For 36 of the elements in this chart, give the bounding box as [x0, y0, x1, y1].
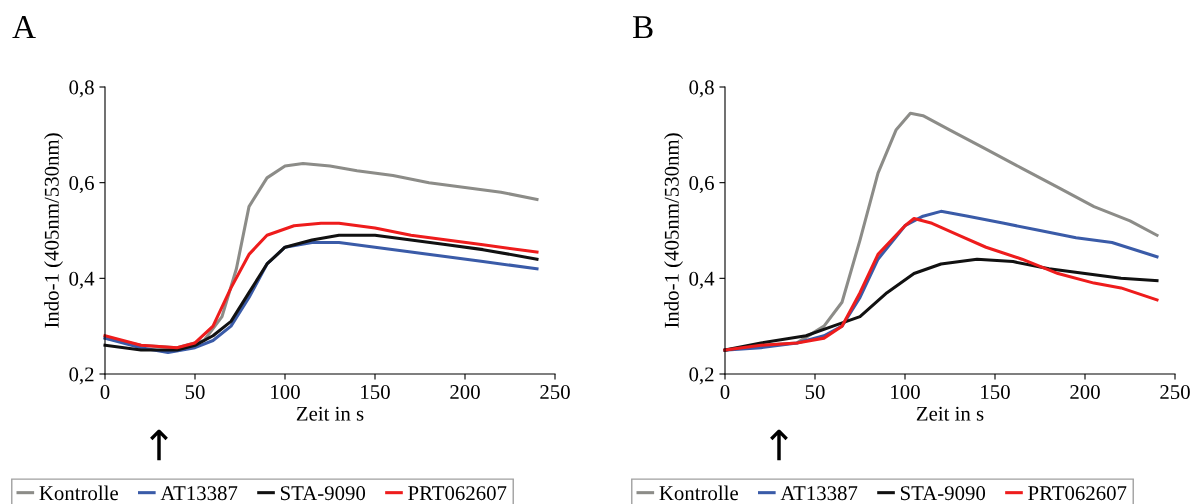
y-tick-label: 0,8: [69, 80, 94, 98]
y-tick-label: 0,4: [689, 271, 715, 289]
legend-label: AT13387: [160, 486, 238, 501]
legend-label: PRT062607: [1028, 486, 1127, 501]
x-tick-label: 250: [540, 385, 570, 400]
y-tick-label: 0,6: [689, 176, 714, 194]
x-axis-title: Zeit in s: [296, 406, 364, 421]
y-tick-label: 0,2: [69, 367, 94, 385]
x-tick-label: 150: [361, 385, 390, 400]
y-axis-title: Indo-1 (405nm/530nm): [44, 133, 63, 328]
y-tick-label: 0,4: [69, 271, 95, 289]
x-tick-label: 100: [271, 385, 300, 400]
legend-label: PRT062607: [408, 486, 507, 501]
x-tick-label: 150: [981, 385, 1010, 400]
legend-label: Kontrolle: [659, 485, 738, 501]
y-axis-title: Indo-1 (405nm/530nm): [664, 133, 683, 328]
x-tick-label: 200: [450, 385, 480, 400]
text: ↑: [770, 429, 788, 461]
legend-label: AT13387: [780, 486, 858, 501]
x-tick-label: 0: [100, 385, 110, 400]
x-tick-label: 0: [720, 385, 730, 400]
x-axis-title: Zeit in s: [916, 406, 984, 421]
x-tick-label: 50: [805, 385, 825, 400]
legend-label: STA-9090: [900, 486, 986, 501]
x-tick-label: 200: [1070, 385, 1100, 400]
y-tick-label: 0,8: [689, 80, 714, 98]
legend-label: STA-9090: [280, 486, 366, 501]
text: ↑: [150, 429, 168, 461]
chart-title: B: [632, 16, 653, 39]
x-tick-label: 50: [185, 385, 205, 400]
legend-label: Kontrolle: [39, 485, 118, 501]
chart-title: A: [12, 16, 36, 39]
y-tick-label: 0,2: [689, 367, 714, 385]
x-tick-label: 250: [1160, 385, 1190, 400]
x-tick-label: 100: [891, 385, 920, 400]
y-tick-label: 0,6: [69, 176, 94, 194]
